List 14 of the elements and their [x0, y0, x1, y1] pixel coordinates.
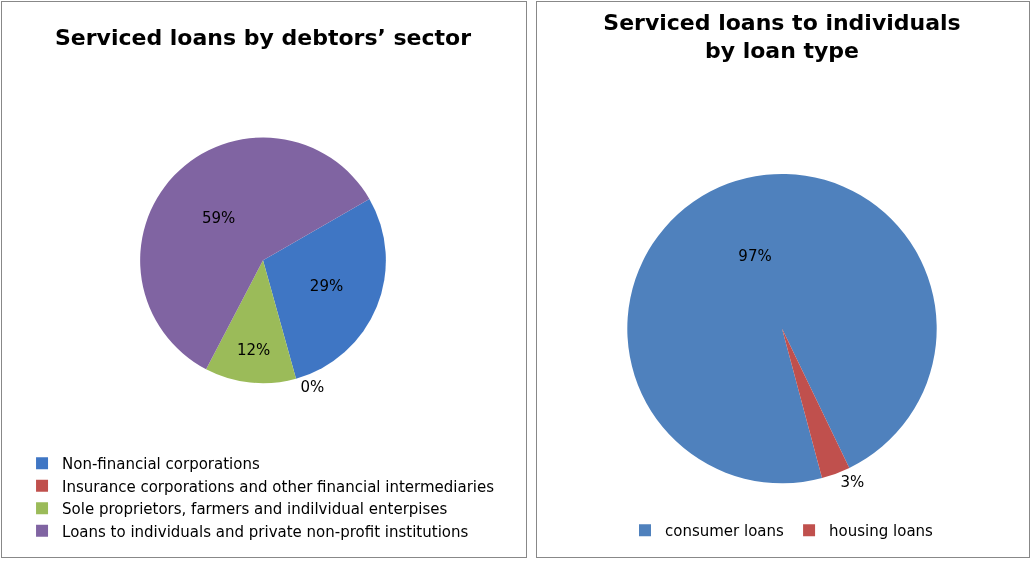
chart-title: Serviced loans by debtors’ sector — [54, 25, 472, 51]
data-label: 3% — [840, 472, 865, 491]
legend-label: consumer loans — [665, 522, 785, 541]
data-label: 59% — [201, 208, 236, 227]
legend-label: Non-financial corporations — [62, 455, 260, 474]
data-label: 97% — [738, 247, 772, 266]
legend-label: Sole proprietors, farmers and indilvidual enterpises — [62, 500, 448, 519]
legend-label: Insurance corporations and other financial intermediaries — [62, 477, 495, 496]
data-label: 12% — [236, 340, 271, 359]
text: 0% — [300, 378, 325, 397]
legend-label: housing loans — [829, 522, 934, 541]
chart-title: Serviced loans to individuals by loan type — [603, 9, 961, 64]
legend-label: Loans to individuals and private non-profit institutions — [62, 522, 469, 541]
data-label: 29% — [309, 277, 344, 296]
